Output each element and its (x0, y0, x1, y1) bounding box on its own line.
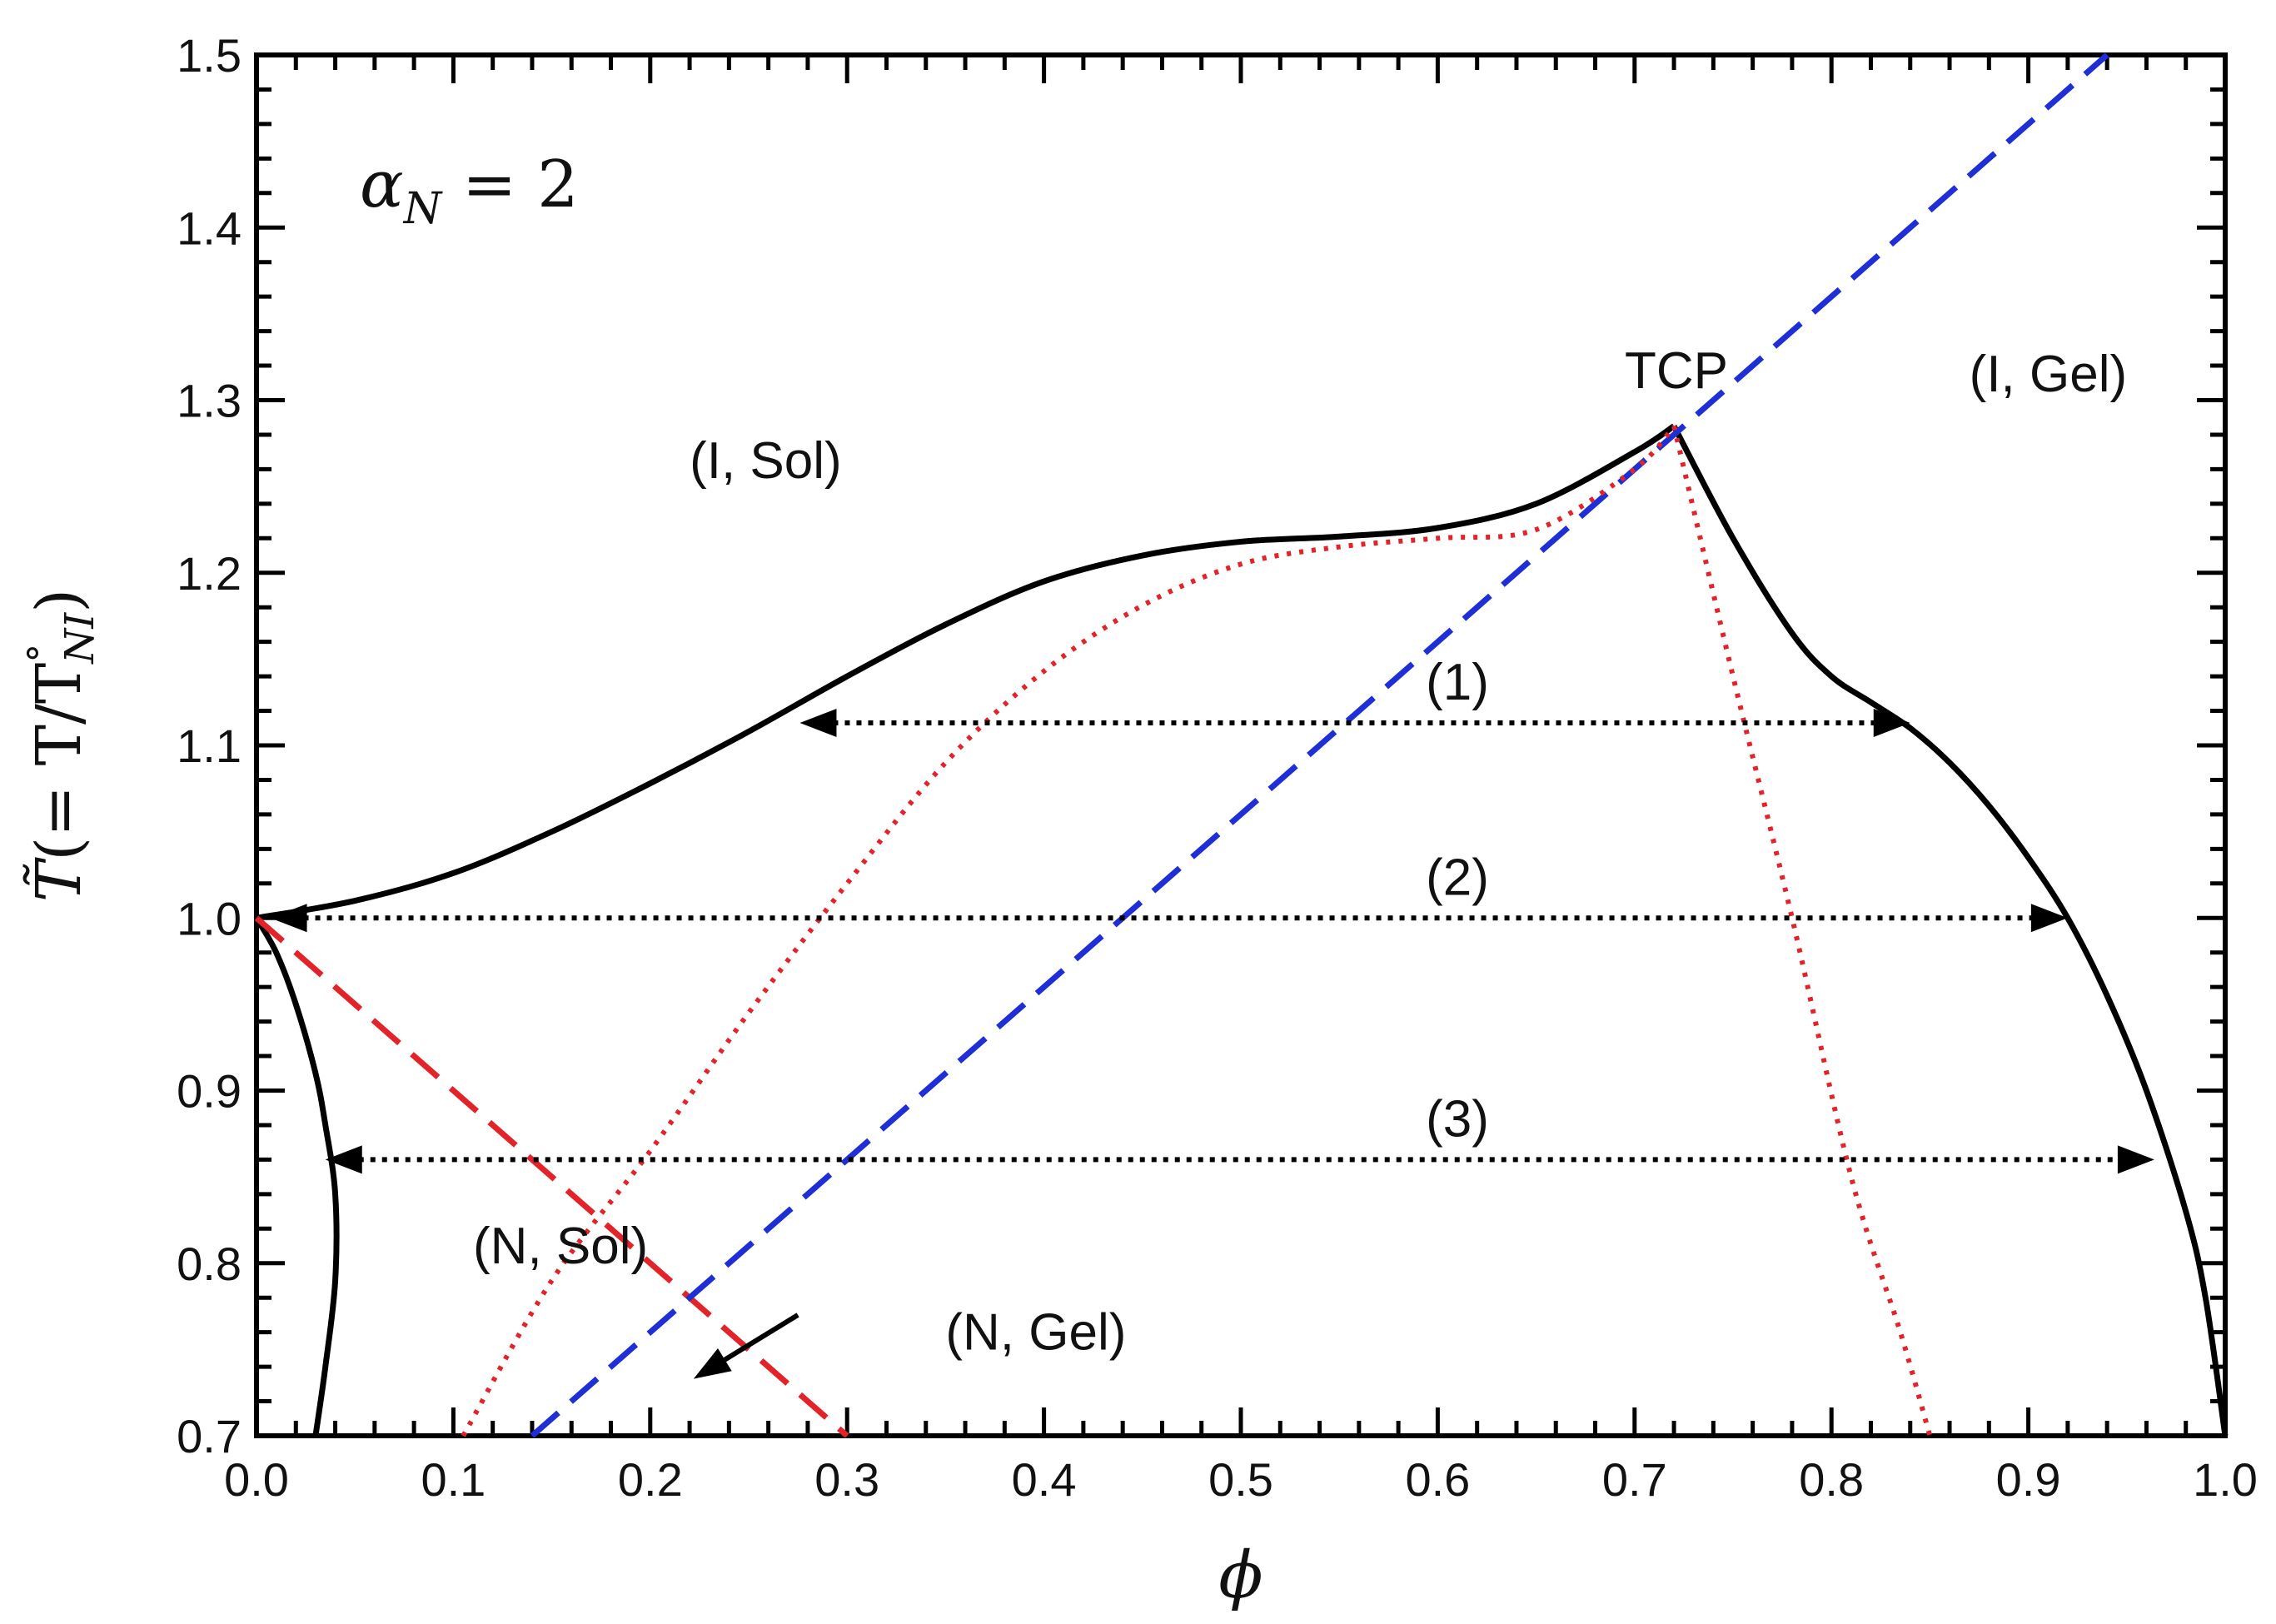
annotation-arrow-shaft (723, 1313, 799, 1362)
y-tick-label: 0.8 (177, 1238, 242, 1290)
y-label-open: (= T/T (23, 663, 95, 861)
y-axis-label: T̃(= T/T°NI) (19, 589, 103, 902)
annotation-arrow-head (693, 1348, 732, 1379)
y-label-subscript: NI (57, 612, 103, 665)
tie-line-arrow-right (1873, 709, 1910, 738)
y-tick-label: 0.9 (177, 1065, 242, 1118)
alpha-symbol: α (360, 147, 404, 222)
series-red-dotted-right (1671, 425, 1933, 1437)
y-label-close: ) (23, 589, 95, 613)
region-label: (I, Gel) (1970, 346, 2127, 403)
tie-line-arrow-left (799, 709, 837, 738)
series-binodal-left (253, 916, 340, 1437)
tie-line-arrow-left (325, 1145, 362, 1174)
tie-line-arrow-left (270, 904, 307, 933)
tie-lines-group: (1) (2) (3) (270, 654, 2154, 1174)
y-tick-label: 1.5 (177, 29, 242, 82)
x-tick-label: 0.3 (814, 1453, 879, 1506)
series-binodal-upper (256, 423, 1676, 921)
tie-line-label: (3) (1426, 1090, 1489, 1148)
y-tick-labels: 0.7 0.8 0.9 1.0 1.1 1.2 1.3 1.4 1.5 (177, 29, 242, 1462)
y-tick-label: 1.3 (177, 375, 242, 427)
x-tick-label: 0.8 (1799, 1453, 1864, 1506)
region-label: TCP (1625, 342, 1728, 400)
x-tick-label: 0.7 (1602, 1453, 1667, 1506)
tie-line-arrow-right (2117, 1145, 2154, 1174)
y-tick-label: 1.2 (177, 547, 242, 600)
series-blue-dashed (530, 52, 2109, 1438)
series-binodal-right (1671, 424, 2229, 1437)
x-tick-label: 0.9 (1996, 1453, 2061, 1506)
x-tick-label: 0.2 (618, 1453, 683, 1506)
series-group (253, 52, 2229, 1438)
alpha-value: = 2 (441, 147, 579, 222)
y-tick-label: 1.1 (177, 720, 242, 772)
y-tick-label: 1.0 (177, 892, 242, 944)
x-tick-label: 0.4 (1012, 1453, 1077, 1506)
tie-line-label: (2) (1426, 849, 1489, 906)
tick-marks (254, 52, 2228, 1438)
tie-line-label: (1) (1426, 654, 1489, 711)
region-label: (N, Gel) (945, 1303, 1126, 1361)
region-label: (N, Sol) (473, 1218, 648, 1275)
y-label-t: T̃ (23, 857, 95, 902)
x-tick-label: 0.6 (1405, 1453, 1470, 1506)
tie-line-arrow-right (2030, 904, 2068, 933)
annotations-group: (I, Sol) (I, Gel) TCP (N, Sol) (N, Gel) (473, 342, 2127, 1379)
x-tick-label: 0.0 (224, 1453, 289, 1506)
y-tick-label: 0.7 (177, 1410, 242, 1462)
series-red-dashed (254, 915, 849, 1438)
alpha-subscript: N (402, 184, 443, 234)
x-tick-label: 1.0 (2193, 1453, 2258, 1506)
region-label: (I, Sol) (690, 432, 842, 490)
y-tick-label: 1.4 (177, 202, 242, 254)
x-tick-label: 0.1 (421, 1453, 486, 1506)
x-tick-labels: 0.0 0.1 0.2 0.3 0.4 0.5 0.6 0.7 0.8 0.9 1.0 (224, 1453, 2258, 1506)
x-tick-label: 0.5 (1208, 1453, 1273, 1506)
alpha-n-label: αN = 2 (360, 147, 579, 234)
x-axis-label: ϕ (1218, 1538, 1263, 1613)
series-red-dotted-spinodal (461, 424, 1676, 1437)
y-label-degree: ° (19, 644, 64, 663)
